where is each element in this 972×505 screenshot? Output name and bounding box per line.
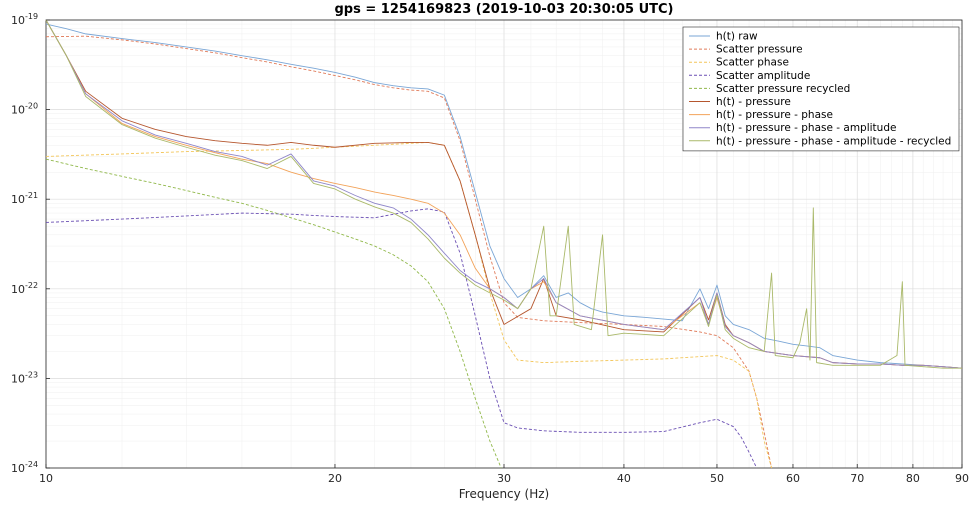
x-tick-label: 70 (850, 472, 864, 485)
y-tick-label: 10-20 (11, 102, 38, 117)
x-tick-label: 60 (786, 472, 800, 485)
y-tick-label: 10-22 (11, 281, 38, 296)
x-tick-label: 90 (955, 472, 969, 485)
x-axis-label: Frequency (Hz) (459, 487, 550, 501)
x-tick-label: 50 (710, 472, 724, 485)
legend-label: h(t) raw (716, 31, 758, 43)
x-tick-label: 20 (328, 472, 342, 485)
y-tick-label: 10-21 (11, 191, 38, 206)
chart-title: gps = 1254169823 (2019-10-03 20:30:05 UT… (335, 2, 674, 17)
legend-label: h(t) - pressure - phase - amplitude - re… (716, 135, 951, 147)
x-tick-label: 10 (39, 472, 53, 485)
legend-box (682, 26, 960, 152)
x-tick-label: 40 (617, 472, 631, 485)
legend-label: Scatter pressure (716, 44, 803, 56)
axis-ticks: 10 20 30 40 50 60 70 80 90 10-24 10-23 10-22 10-21 10… (11, 12, 969, 485)
legend-label: Scatter pressure recycled (716, 83, 850, 95)
legend-label: h(t) - pressure - phase - amplitude (716, 122, 896, 134)
series-line-2 (45, 35, 773, 469)
x-tick-label: 80 (906, 472, 920, 485)
x-tick-label: 30 (497, 472, 511, 485)
series-line-4 (45, 208, 758, 469)
y-tick-label: 10-23 (11, 370, 38, 385)
y-tick-label: 10-19 (11, 12, 38, 27)
legend-label: h(t) - pressure (716, 96, 791, 108)
series-line-1 (45, 23, 963, 369)
legend-label: h(t) - pressure - phase (716, 109, 833, 121)
legend-label: Scatter amplitude (716, 70, 810, 82)
y-tick-label: 10-24 (11, 460, 38, 475)
series-layer (45, 19, 963, 469)
series-line-5 (45, 158, 502, 469)
series-line-3 (45, 141, 773, 469)
legend-label: Scatter phase (716, 57, 789, 69)
series-line-9 (45, 19, 962, 369)
